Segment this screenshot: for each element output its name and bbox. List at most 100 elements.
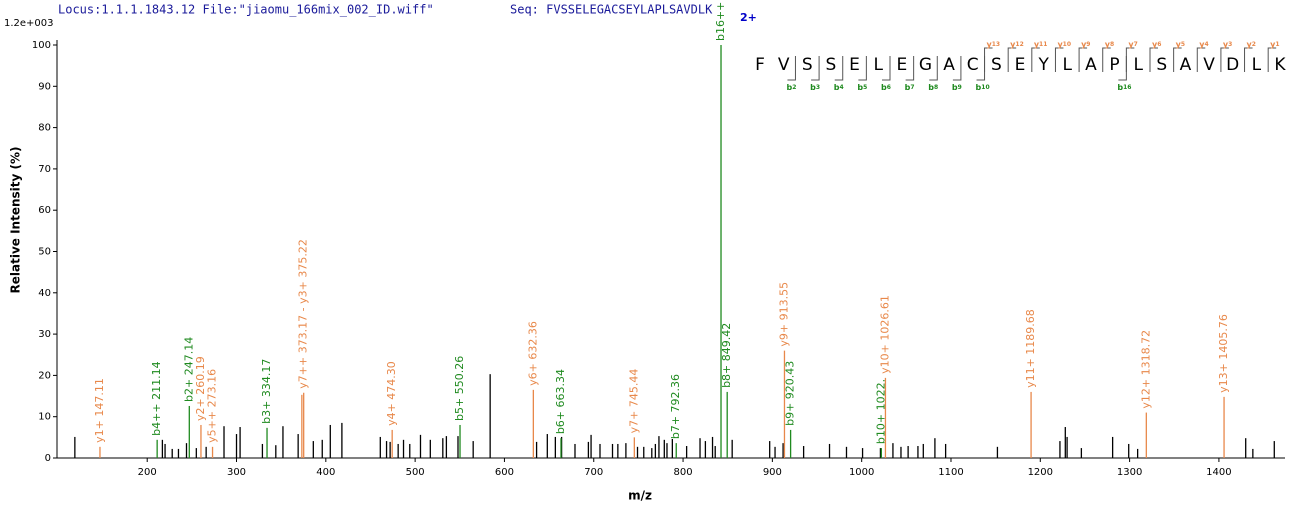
x-tick-label: 500	[406, 467, 425, 478]
b-ion-label: b6	[881, 83, 891, 92]
ion-letter: y	[987, 40, 993, 49]
sequence-letter: L	[873, 55, 883, 75]
ion-letter: b	[810, 83, 816, 92]
sequence-letter: S	[826, 55, 837, 75]
b-ion-label: b4	[834, 83, 844, 92]
ion-letter: y	[1057, 40, 1063, 49]
peak-label: b8+ 849.42	[720, 323, 733, 388]
peak-label: y12+ 1318.72	[1139, 330, 1152, 409]
y-axis-label: Relative Intensity (%)	[9, 147, 23, 294]
y-tick-label: 0	[45, 453, 51, 464]
peak-label: b9+ 920.43	[784, 361, 797, 426]
y-ion-label: y4	[1199, 40, 1208, 49]
peak-label: b5+ 550.26	[453, 356, 466, 421]
peak-label: y2+ 260.19	[194, 356, 207, 421]
y-bracket	[1054, 47, 1064, 72]
b-bracket	[905, 56, 915, 81]
y-ion-label: y12	[1010, 40, 1024, 49]
ion-letter: y	[1081, 40, 1087, 49]
y-bracket	[1196, 47, 1206, 72]
y-bracket	[1078, 47, 1088, 72]
sequence-letter: S	[1156, 55, 1167, 75]
y-ion-label: y10	[1057, 40, 1071, 49]
sequence-letter: P	[1109, 55, 1119, 75]
b-bracket	[858, 56, 867, 81]
b-ion-label: b7	[905, 83, 915, 92]
x-tick-label: 200	[138, 467, 157, 478]
sequence-letter: E	[849, 55, 860, 75]
y-bracket	[1173, 47, 1182, 72]
peak-label: b2+ 247.14	[182, 337, 195, 402]
y-bracket	[1267, 47, 1277, 72]
y-tick-label: 60	[38, 205, 51, 216]
x-tick-label: 700	[584, 467, 603, 478]
sequence-letter: K	[1274, 55, 1286, 75]
chart-subtitle: Seq: FVSSELEGACSEYLAPLSAVDLK	[510, 3, 713, 17]
peak-label: b4++ 211.14	[150, 361, 163, 435]
y-tick-label: 80	[38, 123, 51, 134]
y-ion-label: y5	[1176, 40, 1185, 49]
ion-letter: y	[1223, 40, 1229, 49]
ion-number: 9	[958, 84, 962, 91]
peak-label: b16++ 842.50	[714, 0, 727, 41]
scale-label: 1.2e+003	[4, 18, 54, 29]
peak-label: y6+ 632.36	[526, 321, 539, 386]
ion-number: 3	[816, 84, 820, 91]
peak-label: b6+ 663.34	[554, 369, 567, 434]
sequence-letter: Y	[1037, 55, 1049, 75]
b-ion-label: b16	[1117, 83, 1131, 92]
x-axis-label: m/z	[628, 489, 652, 503]
x-tick-label: 300	[227, 467, 246, 478]
ion-letter: y	[1010, 40, 1016, 49]
ion-letter: b	[1117, 83, 1123, 92]
ion-number: 10	[981, 84, 989, 91]
ion-number: 2	[1252, 41, 1256, 48]
y-ion-label: y3	[1223, 40, 1232, 49]
ion-number: 6	[887, 84, 891, 91]
y-ion-label: y9	[1081, 40, 1090, 49]
y-ion-label: y2	[1247, 40, 1256, 49]
y-ion-label: y7	[1128, 40, 1137, 49]
y-tick-label: 100	[32, 40, 51, 51]
y-ion-label: y8	[1105, 40, 1114, 49]
x-tick-label: 1200	[1028, 467, 1053, 478]
ion-number: 11	[1039, 41, 1047, 48]
y-tick-label: 30	[38, 329, 51, 340]
b-ion-label: b10	[976, 83, 990, 92]
sequence-letter: F	[755, 55, 765, 75]
ion-number: 4	[1204, 41, 1208, 48]
ion-number: 5	[863, 84, 867, 91]
b-bracket	[976, 56, 986, 81]
ion-number: 9	[1086, 41, 1090, 48]
x-tick-label: 1100	[938, 467, 963, 478]
b-ion-label: b3	[810, 83, 820, 92]
y-bracket	[1031, 47, 1040, 72]
b-bracket	[929, 56, 938, 81]
x-tick-label: 800	[674, 467, 693, 478]
charge-label: 2+	[740, 11, 757, 24]
sequence-letter: E	[1015, 55, 1026, 75]
y-tick-label: 10	[38, 412, 51, 423]
ion-letter: b	[834, 83, 840, 92]
sequence-letter: A	[1180, 55, 1192, 75]
y-ion-label: y11	[1034, 40, 1048, 49]
b-bracket	[882, 56, 891, 81]
b-bracket	[952, 56, 962, 81]
ion-letter: b	[952, 83, 958, 92]
y-bracket	[1102, 47, 1111, 72]
ion-letter: y	[1034, 40, 1040, 49]
peak-label: y5++ 273.16	[206, 369, 219, 443]
y-tick-label: 70	[38, 164, 51, 175]
sequence-letter: L	[1252, 55, 1262, 75]
y-tick-label: 40	[38, 288, 51, 299]
ion-number: 10	[1063, 41, 1071, 48]
sequence-letter: D	[1226, 55, 1239, 75]
ion-letter: y	[1270, 40, 1276, 49]
peak-label: y7+ 745.44	[627, 369, 640, 434]
ion-letter: y	[1128, 40, 1134, 49]
ion-number: 2	[792, 84, 796, 91]
b-bracket	[1118, 56, 1127, 81]
y-tick-label: 90	[38, 81, 51, 92]
x-tick-label: 1400	[1206, 467, 1231, 478]
ion-letter: b	[786, 83, 792, 92]
